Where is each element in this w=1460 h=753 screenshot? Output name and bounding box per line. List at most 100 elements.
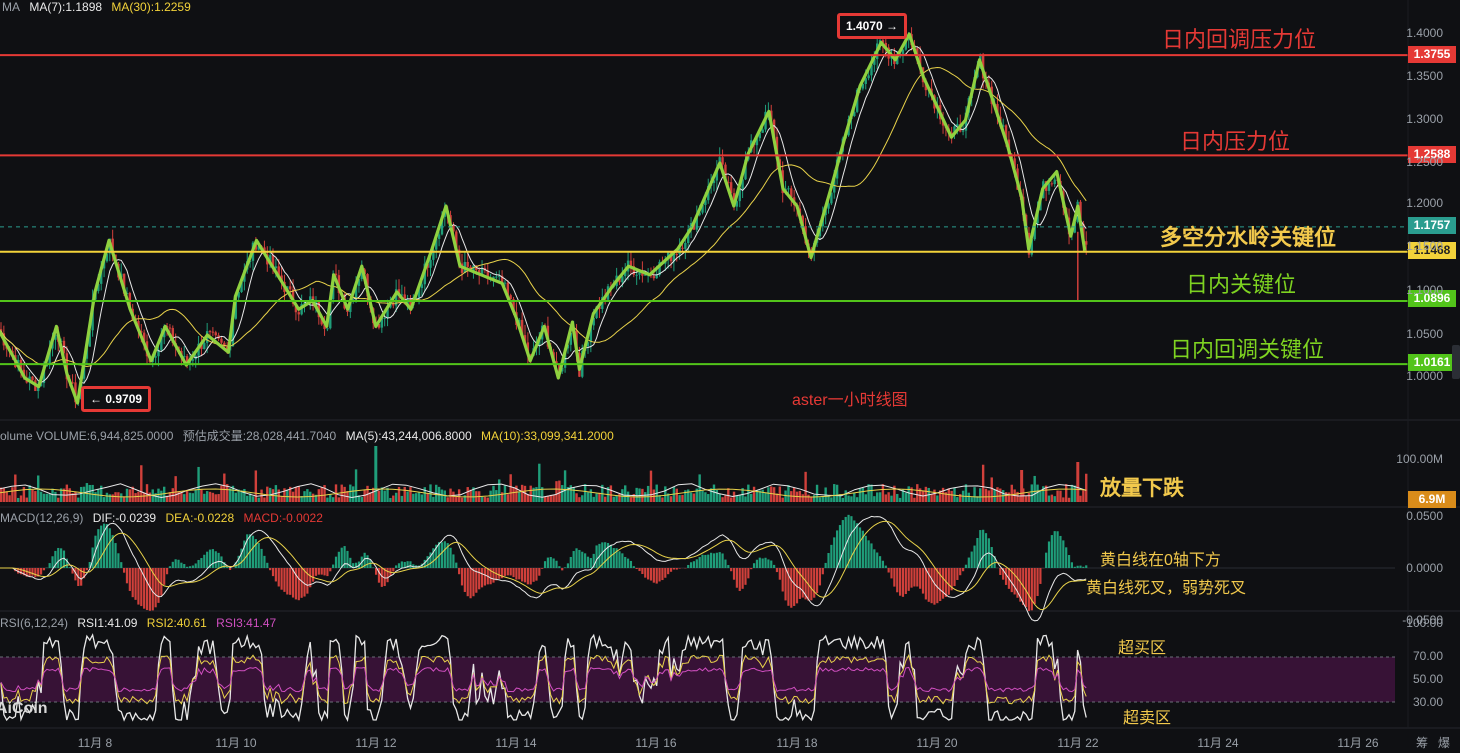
candle-body [704, 200, 707, 206]
macd-bar [346, 550, 349, 568]
volume-bar [586, 492, 590, 502]
candle-body [360, 269, 363, 280]
candle-body [864, 78, 867, 84]
macd-bar [638, 568, 641, 572]
macd-bar [123, 568, 126, 573]
volume-bar [558, 480, 561, 502]
candle-body [200, 343, 203, 350]
candle-body [652, 276, 656, 279]
volume-bar [764, 492, 767, 502]
candle-body [437, 234, 441, 239]
macd-bar [907, 568, 910, 591]
scroll-handle[interactable] [1452, 345, 1460, 379]
volume-bar [646, 485, 650, 502]
ma30-value: MA(30):1.2259 [111, 0, 191, 14]
macd-bar [260, 548, 263, 568]
candle-body [520, 319, 524, 336]
candle-body [644, 274, 647, 276]
candle-body [320, 317, 323, 325]
ytick-rsi: 100.00 [1406, 616, 1443, 630]
volume-bar [821, 496, 824, 502]
macd-bar [297, 568, 300, 601]
macd-bar [1070, 562, 1074, 568]
volume-bar [718, 493, 721, 502]
macd-bar [795, 568, 799, 604]
volume-bar [234, 492, 237, 502]
volume-bar [692, 493, 696, 502]
volume-bar [1022, 488, 1025, 502]
macd-bar [363, 552, 366, 568]
bottom-icon-burst[interactable]: 爆 [1437, 736, 1451, 750]
candle-body [950, 132, 953, 135]
macd-bar [300, 568, 303, 598]
ma-prefix: MA [2, 0, 20, 14]
volume-bar [237, 489, 240, 502]
volume-bar [741, 488, 744, 502]
macd-bar [578, 549, 581, 568]
macd-bar [125, 568, 129, 584]
macd-bar [432, 548, 435, 568]
volume-bar [389, 497, 392, 502]
macd-bar [1053, 531, 1056, 568]
volume-bar [595, 493, 598, 502]
macd-bar [65, 558, 68, 568]
candle-body [88, 330, 91, 347]
volume-bar [500, 492, 504, 502]
volume-bar [649, 470, 653, 502]
tag-1-2588: 1.2588 [1408, 146, 1456, 163]
volume-bar [540, 487, 544, 502]
macd-bar [910, 568, 913, 588]
volume-bar [936, 495, 939, 502]
volume-bar [996, 487, 999, 502]
macd-bar [526, 568, 529, 585]
candle-body [698, 212, 701, 216]
macd-bar [566, 563, 570, 568]
volume-bar [34, 491, 37, 502]
macd-bar [836, 530, 839, 568]
macd-bar [667, 568, 670, 575]
volume-bar [873, 496, 876, 502]
macd-bar [148, 568, 151, 611]
candle-body [1053, 179, 1056, 185]
macd-bar [543, 561, 547, 568]
macd-bar [629, 560, 633, 568]
candle-body [658, 261, 661, 276]
volume-bar [976, 496, 979, 502]
macd-bar [1013, 568, 1016, 595]
candle-body [1047, 183, 1051, 191]
macd-dea-line [0, 520, 1087, 611]
macd-bar [612, 548, 615, 568]
volume-bar [867, 484, 870, 502]
volume-bar [767, 487, 770, 502]
candle-body [223, 342, 226, 347]
volume-bar [810, 496, 813, 502]
macd-bar [62, 550, 66, 568]
volume-bar [283, 488, 286, 502]
candle-body [97, 283, 100, 292]
macd-bar [271, 568, 275, 577]
macd-bar [1045, 552, 1048, 568]
candle-body [486, 270, 489, 279]
macd-bar [19, 568, 23, 575]
macd-bar [549, 557, 552, 568]
bottom-icon-chips[interactable]: 筹 [1415, 736, 1429, 750]
candle-body [354, 285, 358, 300]
candle-body [389, 303, 392, 308]
candle-body [160, 337, 163, 350]
volume-bar [546, 495, 550, 502]
volume-bar [220, 485, 223, 502]
macd-bar [283, 568, 286, 592]
volume-bar [372, 487, 375, 502]
volume-bar [666, 493, 670, 502]
macd-bar [529, 568, 532, 585]
volume-bar [205, 491, 209, 502]
volume-bar [142, 492, 146, 502]
macd-bar [294, 568, 298, 600]
candle-body [492, 276, 495, 279]
macd-bar [1076, 565, 1079, 568]
candle-body [741, 179, 744, 189]
volume-bar [79, 486, 83, 502]
volume-bar [131, 486, 134, 502]
volume-bar [168, 492, 172, 502]
macd-bar [455, 562, 458, 568]
